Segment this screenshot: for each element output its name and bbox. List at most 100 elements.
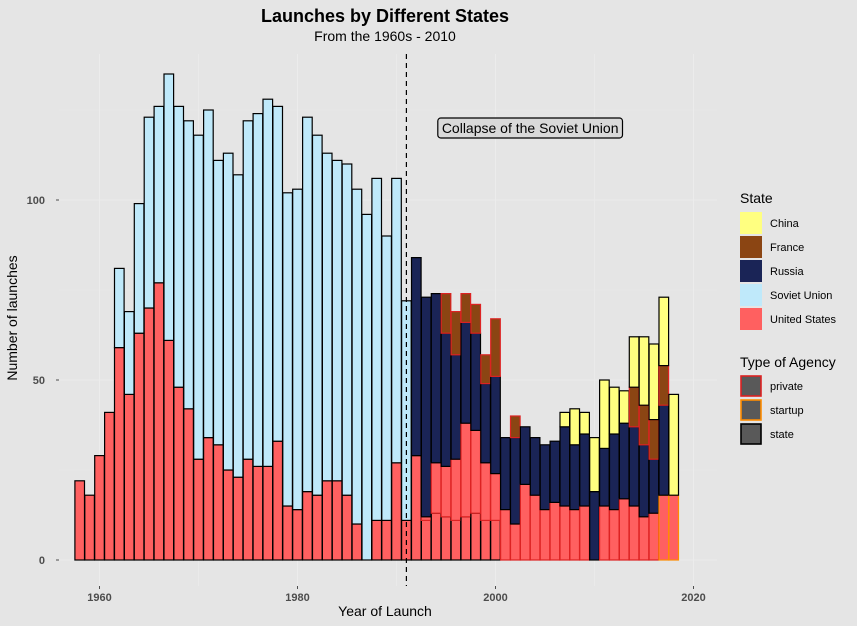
bar-2002-united-states-private (509, 523, 521, 561)
bar-1969-soviet-union-state (183, 120, 195, 410)
bar-2017-russia-state (658, 404, 670, 496)
chart-subtitle: From the 1960s - 2010 (314, 28, 456, 44)
bar-2005-united-states-private (539, 509, 551, 561)
legend-label: Russia (770, 266, 805, 278)
bar-2009-russia-state (579, 433, 590, 507)
legend-label: startup (770, 405, 804, 417)
bar-1999-united-states-private (480, 462, 491, 521)
legend-swatch (740, 399, 762, 421)
legend-label: private (770, 381, 803, 393)
bar-2001-russia-state (500, 437, 511, 511)
bar-1989-soviet-union-state (381, 235, 392, 521)
legend-label: United States (770, 314, 837, 326)
bar-1981-soviet-union-state (302, 116, 313, 493)
bar-2003-russia-state (519, 426, 531, 485)
bar-1976-soviet-union-state (252, 112, 264, 467)
legend-swatch (740, 308, 762, 330)
bar-2007-china-state (559, 411, 571, 428)
bar-1963-united-states-state (123, 393, 135, 561)
bar-2012-russia-state (608, 433, 620, 511)
bar-2017-united-states-startup (658, 494, 670, 561)
bar-1985-soviet-union-state (341, 163, 353, 496)
bar-1993-russia-state (420, 296, 432, 518)
axis-ticks: 1960 1980 2000 2020 0 50 100 (27, 195, 706, 604)
legend-outline-item-startup: startup (740, 399, 804, 421)
bar-1964-united-states-state (133, 332, 145, 561)
bar-1969-united-states-state (183, 408, 195, 561)
legend-swatch (740, 423, 762, 445)
legend-swatch (740, 284, 762, 306)
bar-1997-united-states-private (460, 422, 472, 518)
legend-fill: State China France Russia Soviet Union Unite… (740, 190, 837, 330)
bar-2017-china-state (658, 296, 670, 367)
bar-1983-united-states-state (321, 480, 333, 561)
x-tick-label: 2000 (483, 592, 507, 604)
legend-swatch (740, 260, 762, 282)
bar-1986-soviet-union-state (351, 188, 363, 525)
bar-2002-france-private (509, 415, 521, 439)
bar-2012-china-state (608, 386, 620, 435)
bar-1987-soviet-union-state (361, 213, 373, 561)
bar-2014-china-state (628, 336, 640, 388)
bar-1985-united-states-state (341, 494, 353, 561)
bar-1974-united-states-state (232, 476, 244, 561)
bar-1973-united-states-state (222, 469, 234, 561)
bar-1981-united-states-state (302, 491, 313, 561)
bar-2007-russia-state (559, 426, 571, 507)
bar-2004-russia-state (529, 437, 541, 496)
bar-1990-united-states-state (391, 462, 402, 561)
bar-1977-soviet-union-state (262, 98, 274, 468)
bar-1968-soviet-union-state (173, 105, 185, 388)
bar-1977-united-states-state (262, 465, 274, 561)
bar-1992-united-states-state (410, 455, 422, 561)
legend-fill-item-soviet-union: Soviet Union (740, 284, 832, 306)
bar-1962-soviet-union-state (113, 267, 125, 349)
bar-2006-united-states-private (549, 501, 561, 561)
bar-2006-russia-state (549, 440, 561, 504)
legend-label: China (770, 218, 800, 230)
bar-1986-united-states-state (351, 523, 363, 561)
bar-1989-united-states-state (381, 519, 392, 561)
bar-1971-united-states-state (203, 437, 214, 561)
bar-1990-soviet-union-state (391, 177, 402, 464)
bar-1996-united-states-state (450, 519, 462, 561)
bar-1971-soviet-union-state (203, 109, 214, 439)
bar-2013-united-states-private (618, 498, 630, 561)
bar-1959-united-states-state (84, 494, 96, 561)
bar-1988-soviet-union-state (371, 177, 383, 521)
legend-fill-item-united-states: United States (740, 308, 837, 330)
bar-1968-united-states-state (173, 386, 185, 561)
legend-label: state (770, 429, 794, 441)
bar-1972-soviet-union-state (212, 159, 224, 446)
bar-1995-russia-state (440, 332, 452, 468)
bar-1961-united-states-state (103, 411, 115, 561)
bar-1998-russia-state (470, 332, 482, 432)
legend-outline-item-state: state (740, 423, 794, 445)
bar-2016-united-states-private (648, 512, 660, 561)
bar-1997-united-states-state (460, 516, 472, 561)
legend-swatch (740, 236, 762, 258)
bar-1982-united-states-state (311, 494, 323, 561)
bar-2005-russia-state (539, 444, 551, 511)
bar-1976-united-states-state (252, 465, 264, 561)
bar-2014-united-states-private (628, 505, 640, 561)
bar-2003-united-states-private (519, 483, 531, 561)
bar-1964-soviet-union-state (133, 203, 145, 334)
bar-1967-soviet-union-state (163, 73, 175, 341)
bar-2011-united-states-private (598, 505, 610, 561)
chart-title: Launches by Different States (261, 6, 509, 26)
bar-2015-china-state (638, 336, 650, 406)
bar-2008-china-state (569, 408, 581, 446)
legend-swatch (740, 212, 762, 234)
bar-1994-united-states-private (430, 462, 442, 514)
bar-1984-soviet-union-state (331, 159, 343, 482)
bar-1980-united-states-state (292, 509, 303, 561)
bar-1965-united-states-state (143, 307, 155, 561)
bar-1999-russia-state (480, 383, 491, 464)
y-tick-label: 0 (39, 555, 45, 567)
bar-2011-china-state (598, 379, 610, 450)
legend-swatch (740, 375, 762, 397)
bar-2010-russia-state (589, 491, 600, 561)
bar-1995-united-states-state (440, 516, 452, 561)
legend-label: France (770, 242, 804, 254)
